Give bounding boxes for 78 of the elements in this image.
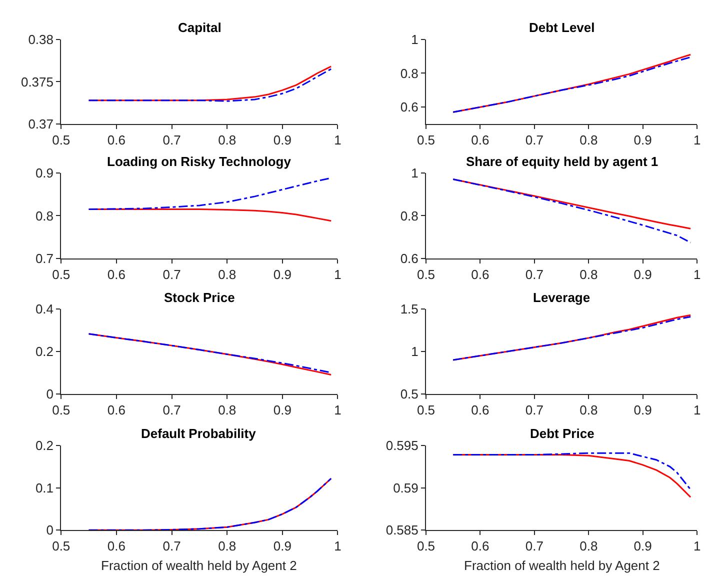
chart-title: Share of equity held by agent 1 <box>466 154 658 169</box>
line-series <box>88 478 332 530</box>
x-tick-label: 1 <box>693 538 701 554</box>
x-tick-label: 0.8 <box>580 132 598 148</box>
y-tick-label: 1 <box>411 32 418 47</box>
x-tick-label: 0.9 <box>273 538 292 554</box>
y-tick-label: 0.585 <box>386 522 418 538</box>
x-tick-label: 0.7 <box>525 132 544 148</box>
x-tick-label: 1 <box>334 267 342 282</box>
y-tick-label: 0.1 <box>35 480 54 496</box>
chart-title: Debt Level <box>529 20 595 35</box>
y-tick-label: 1.5 <box>400 302 418 317</box>
chart-title: Debt Price <box>530 426 594 441</box>
x-tick-label: 0.8 <box>218 402 236 418</box>
x-tick-label: 0.8 <box>218 132 236 148</box>
chart-title: Loading on Risky Technology <box>107 154 292 169</box>
x-tick-label: 1 <box>334 402 342 418</box>
line-series <box>88 177 332 210</box>
y-tick-label: 0.8 <box>400 208 418 224</box>
x-tick-label: 0.9 <box>634 538 652 554</box>
x-tick-label: 0.9 <box>273 267 292 282</box>
chart-title: Capital <box>178 20 222 35</box>
x-tick-label: 0.6 <box>471 132 490 148</box>
y-tick-label: 0 <box>46 522 54 538</box>
x-tick-label: 0.8 <box>580 538 598 554</box>
y-tick-label: 0 <box>46 386 54 402</box>
x-tick-label: 0.7 <box>525 267 544 282</box>
x-tick-label: 0.9 <box>273 402 292 418</box>
y-tick-label: 0.38 <box>28 32 54 47</box>
x-tick-label: 0.6 <box>107 267 126 282</box>
y-tick-label: 0.9 <box>35 165 54 180</box>
x-tick-label: 0.9 <box>273 132 292 148</box>
x-tick-label: 0.7 <box>525 402 544 418</box>
chart-title: Leverage <box>533 290 590 305</box>
y-tick-label: 0.7 <box>35 251 54 266</box>
x-tick-label: 0.9 <box>634 132 652 148</box>
y-tick-label: 0.4 <box>35 302 54 317</box>
x-tick-label: 1 <box>334 132 342 148</box>
y-tick-label: 0.59 <box>393 480 418 496</box>
line-series <box>452 178 692 244</box>
y-tick-label: 0.2 <box>35 438 54 454</box>
x-tick-label: 0.8 <box>580 402 598 418</box>
x-tick-label: 0.6 <box>107 132 126 148</box>
y-tick-label: 0.8 <box>400 66 418 81</box>
x-tick-label: 0.6 <box>107 538 126 554</box>
y-tick-label: 1 <box>411 165 418 180</box>
x-axis-title: Fraction of wealth held by Agent 2 <box>101 558 297 573</box>
x-tick-label: 0.7 <box>162 402 181 418</box>
y-tick-label: 0.6 <box>400 251 418 266</box>
x-tick-label: 0.7 <box>162 538 181 554</box>
x-tick-label: 1 <box>693 267 701 282</box>
x-tick-label: 1 <box>693 132 701 148</box>
y-tick-label: 1 <box>411 344 418 360</box>
x-tick-label: 0.7 <box>162 267 181 282</box>
x-tick-label: 0.8 <box>218 538 236 554</box>
x-tick-label: 0.6 <box>471 267 490 282</box>
y-tick-label: 0.8 <box>35 208 54 224</box>
y-tick-label: 0.37 <box>28 116 54 132</box>
x-tick-label: 0.7 <box>525 538 544 554</box>
line-series <box>452 452 692 490</box>
x-tick-label: 0.8 <box>580 267 598 282</box>
chart-title: Default Probability <box>141 426 257 441</box>
x-tick-label: 0.8 <box>218 267 236 282</box>
x-tick-label: 1 <box>334 538 342 554</box>
y-tick-label: 0.595 <box>386 438 418 454</box>
x-tick-label: 0.6 <box>471 402 490 418</box>
y-tick-label: 0.5 <box>400 386 418 402</box>
x-tick-label: 0.7 <box>162 132 181 148</box>
x-tick-label: 0.6 <box>471 538 490 554</box>
chart-title: Stock Price <box>164 290 235 305</box>
y-tick-label: 0.375 <box>20 74 54 90</box>
y-tick-label: 0.2 <box>35 344 54 360</box>
x-tick-label: 0.9 <box>634 402 652 418</box>
x-tick-label: 1 <box>693 402 701 418</box>
x-tick-label: 0.6 <box>107 402 126 418</box>
x-axis-title: Fraction of wealth held by Agent 2 <box>464 558 660 573</box>
x-tick-label: 0.9 <box>634 267 652 282</box>
y-tick-label: 0.6 <box>400 100 418 115</box>
